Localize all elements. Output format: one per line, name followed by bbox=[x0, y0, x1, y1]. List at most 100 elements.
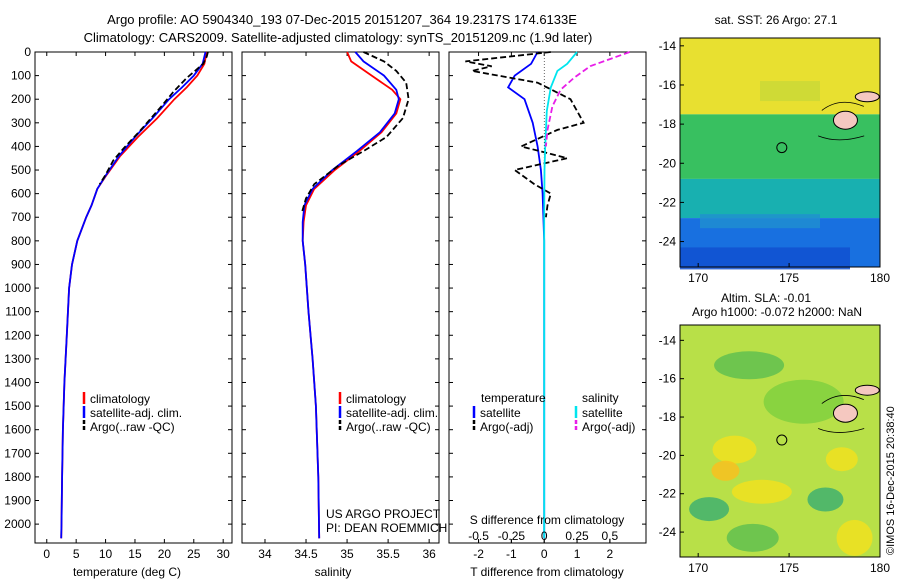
legend-label-climatology: climatology bbox=[346, 392, 406, 406]
sla-blob bbox=[726, 523, 779, 552]
sst-map-title: sat. SST: 26 Argo: 27.1 bbox=[715, 13, 838, 27]
y-tick-label: 1900 bbox=[4, 494, 31, 508]
x-tick-label: 36 bbox=[422, 547, 436, 561]
x-tick-label: 5 bbox=[73, 547, 80, 561]
salinity-legend: climatology satellite-adj. clim. Argo(..… bbox=[338, 392, 438, 434]
legend-label-sal-satellite: satellite bbox=[582, 406, 623, 420]
argo-location-marker bbox=[776, 434, 788, 446]
x-tick-label: 2 bbox=[607, 547, 614, 561]
sla-blob bbox=[825, 447, 858, 472]
y-tick-label: 500 bbox=[11, 163, 31, 177]
x-tick-label: 34 bbox=[258, 547, 272, 561]
map-y-tick-label: -16 bbox=[659, 372, 677, 386]
x-tick-label: 10 bbox=[99, 547, 113, 561]
salinity-panel: 34 34.5 35 35.5 36 bbox=[241, 51, 440, 561]
sla-blob bbox=[763, 379, 844, 424]
legend-label-satellite: satellite-adj. clim. bbox=[90, 406, 182, 420]
x-tick-label: 20 bbox=[158, 547, 172, 561]
island-viti-levu bbox=[832, 403, 858, 423]
y-tick-label: 1700 bbox=[4, 446, 31, 460]
y-tick-label: 100 bbox=[11, 69, 31, 83]
temperature-panel: 0100200300400500600700800900100011001200… bbox=[4, 45, 233, 561]
y-tick-label: 2000 bbox=[4, 517, 31, 531]
y-tick-label: 1000 bbox=[4, 281, 31, 295]
sla-blob bbox=[731, 479, 792, 504]
series-line bbox=[543, 51, 578, 539]
map-frame bbox=[679, 37, 881, 268]
legend-label-temp-satellite: satellite bbox=[480, 406, 521, 420]
y-tick-label: 1300 bbox=[4, 352, 31, 366]
x-tick-label: -2 bbox=[473, 547, 484, 561]
map-x-tick-label: 180 bbox=[870, 271, 890, 285]
sst-band bbox=[680, 38, 880, 115]
y-tick-label: 700 bbox=[11, 210, 31, 224]
legend-salinity-heading: salinity bbox=[582, 391, 619, 405]
x-tick-label-s: -0.25 bbox=[498, 529, 526, 543]
y-tick-label: 400 bbox=[11, 139, 31, 153]
sla-blob bbox=[712, 435, 757, 464]
island-vanua-levu bbox=[854, 384, 880, 396]
plot-frame bbox=[34, 51, 233, 544]
argo-location-marker bbox=[776, 142, 788, 154]
sla-blob bbox=[836, 519, 873, 556]
header-line-2: Climatology: CARS2009. Satellite-adjuste… bbox=[84, 30, 593, 45]
y-tick-label: 1600 bbox=[4, 423, 31, 437]
x-tick-label: 35 bbox=[340, 547, 354, 561]
map-y-tick-label: -24 bbox=[659, 235, 677, 249]
plot-frame bbox=[241, 51, 440, 544]
sst-patch bbox=[760, 81, 820, 102]
legend-label-temp-argo: Argo(-adj) bbox=[480, 420, 533, 434]
y-tick-label: 1500 bbox=[4, 399, 31, 413]
x-tick-label-s: -0.5 bbox=[468, 529, 489, 543]
sst-band bbox=[680, 178, 880, 219]
map-frame bbox=[679, 324, 881, 558]
temperature-xlabel: temperature (deg C) bbox=[73, 565, 181, 579]
sst-patch bbox=[680, 247, 850, 270]
x-tick-label: 0 bbox=[43, 547, 50, 561]
map-y-tick-label: -20 bbox=[659, 156, 677, 170]
legend-label-climatology: climatology bbox=[90, 392, 150, 406]
map-y-tick-label: -16 bbox=[659, 78, 677, 92]
bathymetry-contour bbox=[818, 101, 865, 141]
map-x-tick-label: 175 bbox=[779, 271, 799, 285]
map-y-tick-label: -14 bbox=[659, 39, 677, 53]
x-tick-label: 30 bbox=[216, 547, 230, 561]
series-line bbox=[301, 51, 400, 539]
sla-map-panel: 170 175 180 -14 -16 -18 -20 -22 -24 bbox=[659, 324, 890, 575]
map-y-tick-label: -24 bbox=[659, 525, 677, 539]
series-line bbox=[301, 51, 410, 213]
x-tick-label: -1 bbox=[506, 547, 517, 561]
difference-xlabel-top: S difference from climatology bbox=[470, 513, 625, 527]
y-tick-label: 200 bbox=[11, 92, 31, 106]
y-tick-label: 800 bbox=[11, 234, 31, 248]
x-tick-label: 35.5 bbox=[376, 547, 400, 561]
map-y-tick-label: -14 bbox=[659, 333, 677, 347]
y-tick-label: 900 bbox=[11, 257, 31, 271]
y-tick-label: 1200 bbox=[4, 328, 31, 342]
project-line-2: PI: DEAN ROEMMICH bbox=[326, 521, 447, 535]
map-y-tick-label: -18 bbox=[659, 410, 677, 424]
series-line bbox=[465, 51, 585, 218]
x-tick-label: 15 bbox=[128, 547, 142, 561]
sla-blob bbox=[714, 351, 785, 380]
island-vanua-levu bbox=[854, 91, 880, 103]
sla-blob bbox=[689, 497, 730, 522]
sla-map-subtitle: Argo h1000: -0.072 h2000: NaN bbox=[692, 305, 862, 319]
map-x-tick-label: 175 bbox=[779, 561, 799, 575]
x-tick-label: 1 bbox=[574, 547, 581, 561]
x-tick-label-s: 0 bbox=[541, 529, 548, 543]
map-x-tick-label: 170 bbox=[688, 271, 708, 285]
legend-label-argo: Argo(..raw -QC) bbox=[346, 420, 431, 434]
series-line bbox=[545, 51, 630, 147]
series-line bbox=[98, 51, 209, 185]
y-tick-label: 1100 bbox=[5, 305, 31, 319]
sst-patch bbox=[700, 214, 820, 229]
difference-panel: -2 -1 0 1 2 -0.5 -0.25 0 0.25 0.5 bbox=[448, 51, 647, 561]
sla-blob bbox=[807, 487, 844, 512]
y-tick-label: 1800 bbox=[4, 470, 31, 484]
legend-label-satellite: satellite-adj. clim. bbox=[346, 406, 438, 420]
map-y-tick-label: -18 bbox=[659, 117, 677, 131]
x-tick-label: 25 bbox=[187, 547, 201, 561]
imos-credit: ©IMOS 16-Dec-2015 20:38:40 bbox=[885, 406, 897, 555]
